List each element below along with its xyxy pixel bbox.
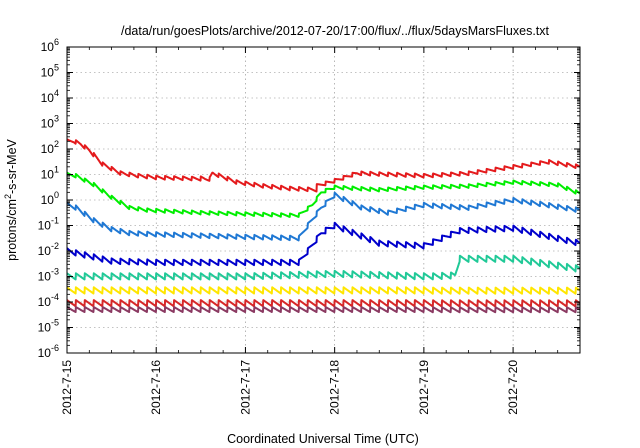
chart-title: /data/run/goesPlots/archive/2012-07-20/1… [121,24,550,38]
x-axis-ticks: 2012-7-15 2012-7-16 2012-7-17 2012-7-18 2012… [60,47,581,415]
y-tick-label: 10-4 [38,292,59,309]
series-line-8 [66,306,581,314]
y-tick-label: 106 [41,37,59,54]
y-tick-label: 102 [41,139,59,156]
y-tick-label: 10-2 [38,241,59,258]
y-tick-label: 10-3 [38,267,59,284]
series-line-4 [66,221,581,267]
x-axis-label: Coordinated Universal Time (UTC) [227,432,419,446]
series-line-1 [66,138,581,193]
x-tick-label: 2012-7-20 [506,360,520,415]
y-axis-ticks: 10-6 10-5 10-4 10-3 10-2 10-1 100 101 102 103 104 1… [38,37,580,360]
y-tick-label: 10-6 [38,343,59,360]
y-tick-label: 10-5 [38,318,59,335]
x-tick-label: 2012-7-16 [149,360,163,415]
x-tick-label: 2012-7-19 [417,360,431,415]
y-tick-label: 100 [41,190,59,207]
y-tick-label: 10-1 [38,216,59,233]
series-line-7 [66,299,581,308]
series-line-5 [66,254,581,281]
series-line-3 [66,191,581,242]
series-line-6 [66,286,581,295]
y-tick-label: 105 [41,63,59,80]
y-tick-label: 103 [41,114,59,131]
y-tick-label: 101 [41,165,59,182]
x-tick-label: 2012-7-17 [238,360,252,415]
series-layer [66,138,581,314]
grid [67,47,580,353]
y-tick-label: 104 [41,88,59,105]
x-tick-label: 2012-7-15 [60,360,74,415]
y-axis-label: protons/cm2-s-sr-MeV [3,138,19,260]
x-tick-label: 2012-7-18 [328,360,342,415]
series-line-2 [66,171,581,218]
